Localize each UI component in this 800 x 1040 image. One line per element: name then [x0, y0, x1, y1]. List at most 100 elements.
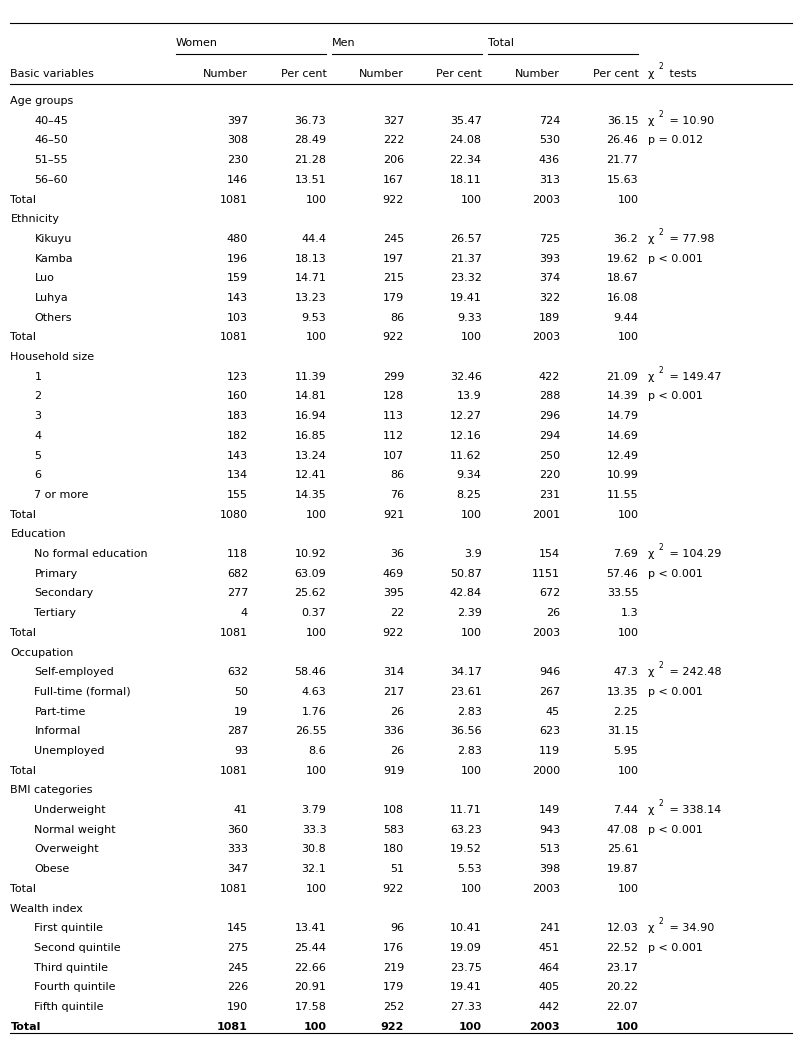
Text: 108: 108: [383, 805, 404, 815]
Text: 18.67: 18.67: [606, 274, 638, 283]
Text: 206: 206: [383, 155, 404, 165]
Text: 946: 946: [538, 668, 560, 677]
Text: 277: 277: [226, 589, 248, 598]
Text: 100: 100: [458, 1021, 482, 1032]
Text: 13.41: 13.41: [294, 924, 326, 933]
Text: 250: 250: [539, 450, 560, 461]
Text: 58.46: 58.46: [294, 668, 326, 677]
Text: 32.1: 32.1: [302, 864, 326, 875]
Text: 100: 100: [461, 333, 482, 342]
Text: 11.62: 11.62: [450, 450, 482, 461]
Text: 4.63: 4.63: [302, 686, 326, 697]
Text: 322: 322: [538, 293, 560, 303]
Text: 36: 36: [390, 549, 404, 560]
Text: 9.34: 9.34: [457, 470, 482, 480]
Text: Total: Total: [10, 628, 37, 638]
Text: 7 or more: 7 or more: [34, 490, 89, 500]
Text: 36.15: 36.15: [606, 115, 638, 126]
Text: Third quintile: Third quintile: [34, 963, 109, 972]
Text: 16.94: 16.94: [294, 411, 326, 421]
Text: 33.55: 33.55: [606, 589, 638, 598]
Text: 2003: 2003: [532, 628, 560, 638]
Text: Luhya: Luhya: [34, 293, 68, 303]
Text: 2: 2: [658, 799, 663, 808]
Text: 25.61: 25.61: [606, 844, 638, 855]
Text: 2003: 2003: [530, 1021, 560, 1032]
Text: 623: 623: [539, 726, 560, 736]
Text: 41: 41: [234, 805, 248, 815]
Text: 294: 294: [538, 431, 560, 441]
Text: 47.3: 47.3: [614, 668, 638, 677]
Text: Luo: Luo: [34, 274, 54, 283]
Text: 725: 725: [538, 234, 560, 244]
Text: Primary: Primary: [34, 569, 78, 578]
Text: Per cent: Per cent: [593, 69, 638, 79]
Text: 13.23: 13.23: [294, 293, 326, 303]
Text: = 149.47: = 149.47: [666, 371, 721, 382]
Text: 143: 143: [227, 293, 248, 303]
Text: 313: 313: [539, 175, 560, 185]
Text: 155: 155: [227, 490, 248, 500]
Text: 222: 222: [382, 135, 404, 146]
Text: 12.16: 12.16: [450, 431, 482, 441]
Text: 19: 19: [234, 706, 248, 717]
Text: 100: 100: [618, 333, 638, 342]
Text: Number: Number: [203, 69, 248, 79]
Text: 8.6: 8.6: [309, 746, 326, 756]
Text: χ: χ: [648, 924, 654, 933]
Text: 51: 51: [390, 864, 404, 875]
Text: Total: Total: [10, 333, 37, 342]
Text: Fifth quintile: Fifth quintile: [34, 1002, 104, 1012]
Text: Men: Men: [332, 38, 356, 49]
Text: 118: 118: [227, 549, 248, 560]
Text: 182: 182: [226, 431, 248, 441]
Text: 682: 682: [226, 569, 248, 578]
Text: 100: 100: [306, 628, 326, 638]
Text: 103: 103: [227, 313, 248, 322]
Text: 2.83: 2.83: [457, 746, 482, 756]
Text: 469: 469: [382, 569, 404, 578]
Text: 50: 50: [234, 686, 248, 697]
Text: 252: 252: [382, 1002, 404, 1012]
Text: 100: 100: [461, 628, 482, 638]
Text: 20.22: 20.22: [606, 983, 638, 992]
Text: 100: 100: [615, 1021, 638, 1032]
Text: 76: 76: [390, 490, 404, 500]
Text: Age groups: Age groups: [10, 96, 74, 106]
Text: 2.39: 2.39: [457, 608, 482, 618]
Text: 10.99: 10.99: [606, 470, 638, 480]
Text: Informal: Informal: [34, 726, 81, 736]
Text: 13.35: 13.35: [606, 686, 638, 697]
Text: χ: χ: [648, 115, 654, 126]
Text: 451: 451: [539, 943, 560, 953]
Text: 197: 197: [382, 254, 404, 263]
Text: 21.28: 21.28: [294, 155, 326, 165]
Text: 245: 245: [226, 963, 248, 972]
Text: = 242.48: = 242.48: [666, 668, 722, 677]
Text: 25.44: 25.44: [294, 943, 326, 953]
Text: 100: 100: [306, 884, 326, 893]
Text: 167: 167: [383, 175, 404, 185]
Text: 86: 86: [390, 470, 404, 480]
Text: 2: 2: [658, 365, 663, 374]
Text: 1.76: 1.76: [302, 706, 326, 717]
Text: Fourth quintile: Fourth quintile: [34, 983, 116, 992]
Text: 100: 100: [461, 765, 482, 776]
Text: 5.53: 5.53: [457, 864, 482, 875]
Text: 1081: 1081: [220, 765, 248, 776]
Text: Total: Total: [10, 194, 37, 205]
Text: 7.44: 7.44: [614, 805, 638, 815]
Text: 14.71: 14.71: [294, 274, 326, 283]
Text: 288: 288: [538, 391, 560, 401]
Text: 632: 632: [227, 668, 248, 677]
Text: 336: 336: [383, 726, 404, 736]
Text: Overweight: Overweight: [34, 844, 99, 855]
Text: = 104.29: = 104.29: [666, 549, 721, 560]
Text: 226: 226: [226, 983, 248, 992]
Text: 10.41: 10.41: [450, 924, 482, 933]
Text: 50.87: 50.87: [450, 569, 482, 578]
Text: 33.3: 33.3: [302, 825, 326, 835]
Text: 189: 189: [538, 313, 560, 322]
Text: p < 0.001: p < 0.001: [648, 569, 703, 578]
Text: p < 0.001: p < 0.001: [648, 686, 703, 697]
